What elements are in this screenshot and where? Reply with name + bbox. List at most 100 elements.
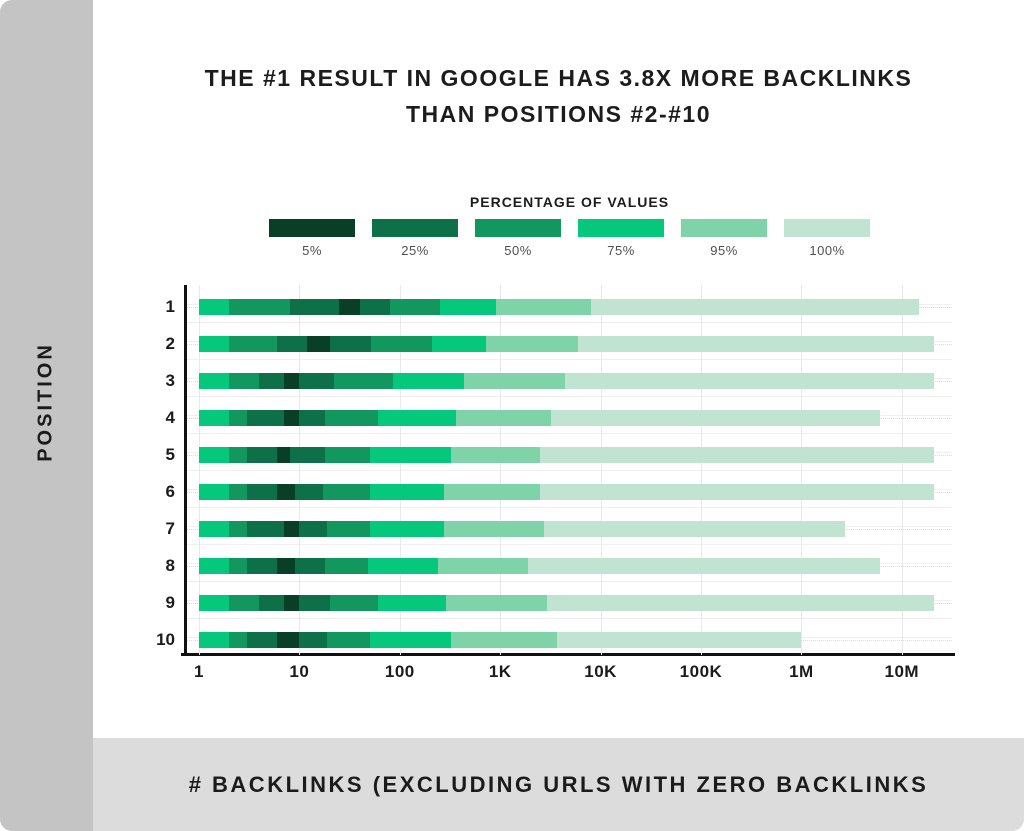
bar-segment-p9-25%	[259, 594, 284, 611]
h-gridline	[187, 470, 952, 471]
legend-label: 100%	[809, 243, 845, 258]
bottom-gray-band: # BACKLINKS (EXCLUDING URLS WITH ZERO BA…	[93, 738, 1024, 831]
h-gridline	[187, 544, 952, 545]
legend-label: 5%	[302, 243, 322, 258]
bar-segment-p6-100%	[540, 483, 935, 500]
bar-segment-p1-5%	[339, 298, 360, 315]
v-gridline	[399, 285, 401, 655]
bar-segment-p7-5%	[283, 520, 300, 537]
bar-segment-p10-95%	[450, 631, 558, 648]
bar-segment-p9-75%	[377, 594, 447, 611]
x-axis-line	[181, 653, 955, 656]
y-tick-label: 2	[165, 333, 175, 353]
h-gridline	[187, 507, 952, 508]
bar-segment-p6-5%	[277, 483, 295, 500]
v-gridline	[801, 285, 803, 655]
legend-label: 75%	[607, 243, 635, 258]
bar-segment-p1-25%	[359, 298, 391, 315]
bar-segment-p9-50%	[329, 594, 378, 611]
bar-segment-p5-5%	[277, 446, 290, 463]
v-gridline	[701, 285, 702, 655]
h-gridline	[187, 396, 952, 397]
legend-items: 5% 25% 50% 75% 95% 100%	[187, 219, 952, 258]
bar-segment-p3-25%	[299, 372, 334, 389]
x-tick-label: 100K	[679, 662, 723, 681]
bar-segment-p2-75%	[199, 335, 230, 352]
bar-segment-p5-100%	[540, 446, 935, 463]
bar-segment-p9-5%	[283, 594, 300, 611]
bar-segment-p8-5%	[277, 557, 295, 574]
bar-segment-p5-75%	[199, 446, 230, 463]
v-gridline	[500, 285, 502, 655]
bar-segment-p4-25%	[299, 409, 326, 426]
chart-title: THE #1 RESULT IN GOOGLE HAS 3.8X MORE BA…	[93, 60, 1024, 132]
bar-segment-p1-75%	[439, 298, 496, 315]
bar-segment-p3-95%	[464, 372, 565, 389]
x-axis-title: # BACKLINKS (EXCLUDING URLS WITH ZERO BA…	[188, 771, 929, 797]
bar-segment-p2-25%	[277, 335, 308, 352]
x-tick-label: 1M	[789, 662, 814, 681]
h-gridline	[187, 433, 952, 434]
bar-segment-p10-50%	[229, 631, 247, 648]
bar-segment-p8-75%	[367, 557, 438, 574]
bar-segment-p8-95%	[437, 557, 529, 574]
y-tick-label: 10	[156, 629, 175, 649]
bar-segment-p5-50%	[325, 446, 370, 463]
y-tick-label: 7	[165, 518, 175, 538]
bar-segment-p8-50%	[229, 557, 247, 574]
bar-segment-p4-50%	[229, 409, 247, 426]
bar-segment-p10-75%	[199, 631, 230, 648]
x-tick-label: 10	[289, 662, 310, 681]
bar-segment-p8-75%	[199, 557, 230, 574]
bar-segment-p9-75%	[199, 594, 230, 611]
bar-segment-p10-100%	[557, 631, 802, 648]
x-tick-label: 1	[194, 662, 204, 681]
bar-segment-p5-25%	[289, 446, 325, 463]
bar-segment-p4-95%	[455, 409, 551, 426]
bar-segment-p2-100%	[578, 335, 935, 352]
chart-title-line1: THE #1 RESULT IN GOOGLE HAS 3.8X MORE BA…	[204, 65, 913, 91]
h-gridline	[187, 359, 952, 360]
bar-segment-p3-50%	[229, 372, 260, 389]
bar-segment-p10-25%	[246, 631, 278, 648]
y-tick-label: 8	[165, 555, 175, 575]
x-tick-label: 10M	[884, 662, 920, 681]
bar-segment-p6-25%	[246, 483, 278, 500]
bar-segment-p6-25%	[294, 483, 323, 500]
chart-title-line2: THAN POSITIONS #2-#10	[405, 101, 712, 127]
bar-segment-p6-50%	[229, 483, 247, 500]
bar-segment-p6-95%	[443, 483, 541, 500]
h-gridline	[187, 581, 952, 582]
legend-swatch-icon	[475, 219, 561, 237]
bar-segment-p1-25%	[289, 298, 340, 315]
bar-segment-p3-75%	[392, 372, 465, 389]
bar-segment-p7-50%	[229, 520, 247, 537]
v-gridline	[901, 285, 903, 655]
y-axis-title: POSITION	[34, 342, 57, 462]
h-gridline	[187, 322, 952, 323]
v-gridline	[600, 285, 602, 655]
bar-segment-p9-100%	[546, 594, 935, 611]
bar-segment-p10-50%	[327, 631, 370, 648]
legend-swatch-icon	[681, 219, 767, 237]
y-tick-label: 5	[165, 444, 175, 464]
bar-segment-p10-5%	[277, 631, 300, 648]
bar-segment-p7-75%	[369, 520, 444, 537]
legend-swatch-icon	[578, 219, 664, 237]
bar-segment-p2-5%	[307, 335, 330, 352]
bar-segment-p3-50%	[333, 372, 393, 389]
y-tick-label: 9	[165, 592, 175, 612]
bar-segment-p2-50%	[229, 335, 278, 352]
bar-segment-p1-75%	[199, 298, 230, 315]
bar-segment-p2-75%	[432, 335, 487, 352]
x-tick-label: 10K	[584, 662, 617, 681]
y-tick-label: 6	[165, 481, 175, 501]
legend-item: 100%	[784, 219, 870, 258]
legend-label: 25%	[401, 243, 429, 258]
bar-segment-p9-50%	[229, 594, 260, 611]
bar-segment-p6-75%	[199, 483, 230, 500]
legend-swatch-icon	[784, 219, 870, 237]
bar-segment-p7-75%	[199, 520, 230, 537]
bar-segment-p9-95%	[446, 594, 547, 611]
bar-segment-p7-100%	[543, 520, 845, 537]
